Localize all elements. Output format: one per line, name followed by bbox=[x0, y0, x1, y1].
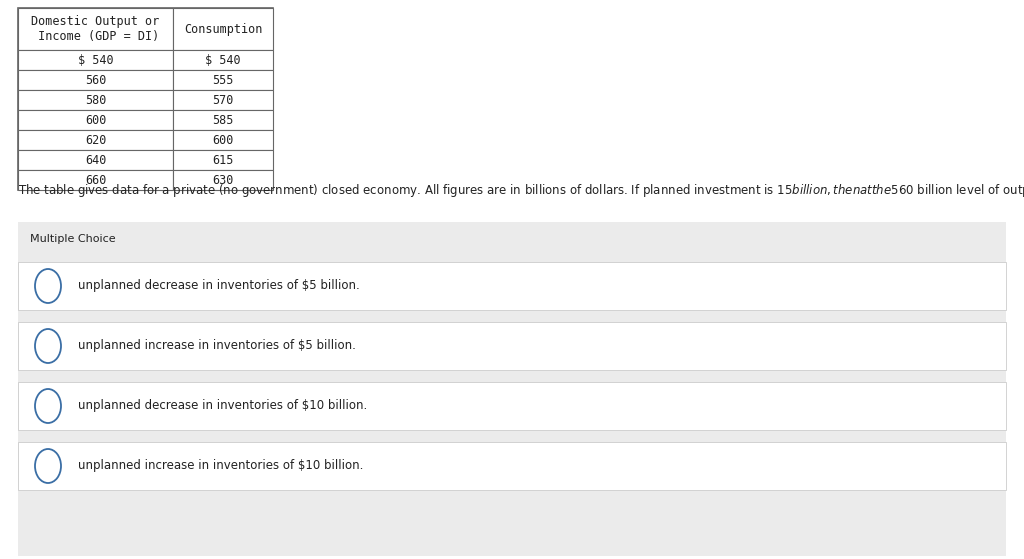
Text: 555: 555 bbox=[212, 73, 233, 87]
Bar bbox=[173, 50, 273, 70]
Bar bbox=[18, 90, 173, 110]
Bar bbox=[18, 170, 173, 190]
Text: 600: 600 bbox=[85, 113, 106, 126]
Bar bbox=[18, 70, 173, 90]
Text: 600: 600 bbox=[212, 134, 233, 146]
Text: Consumption: Consumption bbox=[184, 22, 262, 36]
Text: 570: 570 bbox=[212, 93, 233, 107]
Text: Domestic Output or
 Income (GDP = DI): Domestic Output or Income (GDP = DI) bbox=[32, 15, 160, 43]
Bar bbox=[18, 130, 173, 150]
Bar bbox=[18, 150, 173, 170]
Text: unplanned decrease in inventories of $5 billion.: unplanned decrease in inventories of $5 … bbox=[78, 280, 359, 292]
Text: unplanned increase in inventories of $5 billion.: unplanned increase in inventories of $5 … bbox=[78, 339, 356, 353]
Bar bbox=[18, 8, 173, 50]
Bar bbox=[173, 70, 273, 90]
Bar bbox=[173, 8, 273, 50]
Bar bbox=[18, 262, 1006, 310]
Bar bbox=[173, 130, 273, 150]
Bar bbox=[18, 222, 1006, 556]
Bar bbox=[173, 110, 273, 130]
Text: Multiple Choice: Multiple Choice bbox=[30, 234, 116, 244]
Bar bbox=[173, 170, 273, 190]
Text: 620: 620 bbox=[85, 134, 106, 146]
Text: $ 540: $ 540 bbox=[78, 54, 114, 67]
Bar bbox=[173, 90, 273, 110]
Text: $ 540: $ 540 bbox=[205, 54, 241, 67]
Bar bbox=[18, 8, 273, 190]
Bar bbox=[18, 110, 173, 130]
Bar bbox=[18, 322, 1006, 370]
Text: 640: 640 bbox=[85, 154, 106, 167]
Text: The table gives data for a private (no government) closed economy. All figures a: The table gives data for a private (no g… bbox=[18, 182, 1024, 199]
Text: 560: 560 bbox=[85, 73, 106, 87]
Bar bbox=[18, 442, 1006, 490]
Bar bbox=[18, 382, 1006, 430]
Text: 580: 580 bbox=[85, 93, 106, 107]
Text: unplanned decrease in inventories of $10 billion.: unplanned decrease in inventories of $10… bbox=[78, 400, 368, 413]
Text: 585: 585 bbox=[212, 113, 233, 126]
Text: 615: 615 bbox=[212, 154, 233, 167]
Text: 630: 630 bbox=[212, 173, 233, 187]
Text: 660: 660 bbox=[85, 173, 106, 187]
Text: unplanned increase in inventories of $10 billion.: unplanned increase in inventories of $10… bbox=[78, 459, 364, 472]
Bar bbox=[173, 150, 273, 170]
Bar bbox=[18, 50, 173, 70]
